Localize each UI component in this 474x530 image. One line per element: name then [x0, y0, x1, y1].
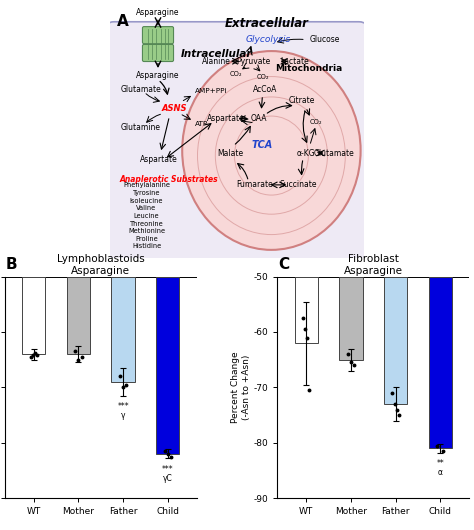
Text: Lactate: Lactate: [280, 57, 309, 66]
Bar: [339, 277, 363, 360]
Text: ***: ***: [162, 465, 173, 474]
Text: B: B: [6, 257, 18, 272]
FancyBboxPatch shape: [104, 22, 369, 267]
Text: Glycolysis: Glycolysis: [246, 35, 291, 44]
Text: Pyruvate: Pyruvate: [237, 57, 271, 66]
Text: CO₂: CO₂: [229, 71, 242, 77]
Text: α-KG: α-KG: [297, 148, 315, 157]
Text: C: C: [279, 257, 290, 272]
Text: TCA: TCA: [252, 140, 273, 151]
Text: Fumarate: Fumarate: [237, 180, 273, 189]
Text: A: A: [117, 14, 129, 29]
Ellipse shape: [182, 51, 361, 250]
Y-axis label: Percent Change
(-Asn to +Asn): Percent Change (-Asn to +Asn): [231, 351, 251, 423]
Text: ATP: ATP: [195, 121, 208, 127]
Text: Histidine: Histidine: [132, 243, 161, 250]
Text: CO₂: CO₂: [310, 119, 322, 126]
Text: AMP+PPi: AMP+PPi: [195, 87, 228, 94]
Bar: [22, 277, 46, 354]
Text: Proline: Proline: [135, 236, 158, 242]
Text: OAA: OAA: [250, 114, 267, 123]
Text: Citrate: Citrate: [289, 96, 315, 105]
Text: Glutamate: Glutamate: [121, 85, 162, 94]
Text: γ: γ: [121, 411, 125, 420]
Title: Lymphoblastoids
Asparagine: Lymphoblastoids Asparagine: [57, 254, 145, 276]
Text: Mitochondria: Mitochondria: [275, 65, 342, 74]
Bar: [156, 277, 179, 454]
Text: Intracellular: Intracellular: [181, 49, 253, 59]
Bar: [67, 277, 90, 354]
Text: Glutamate: Glutamate: [313, 148, 354, 157]
Text: Tyrosine: Tyrosine: [133, 190, 160, 196]
Text: Asparagine: Asparagine: [136, 8, 180, 17]
Text: ***: ***: [117, 402, 129, 411]
Text: Aspartate: Aspartate: [140, 155, 178, 164]
Text: Valine: Valine: [137, 205, 156, 211]
Bar: [428, 277, 452, 448]
Text: Leucine: Leucine: [134, 213, 159, 219]
Text: Glucose: Glucose: [310, 35, 340, 44]
FancyBboxPatch shape: [143, 26, 173, 43]
Text: AcCoA: AcCoA: [253, 85, 277, 94]
Text: **: **: [437, 460, 444, 469]
Text: Anaplerotic Substrates: Anaplerotic Substrates: [119, 175, 218, 184]
Text: Threonine: Threonine: [130, 220, 164, 226]
Text: Asparagine: Asparagine: [136, 71, 180, 80]
Text: Aspartate: Aspartate: [207, 114, 245, 123]
Text: Phenylalanine: Phenylalanine: [123, 182, 170, 188]
Text: Malate: Malate: [218, 148, 244, 157]
Title: Fibroblast
Asparagine: Fibroblast Asparagine: [344, 254, 403, 276]
Bar: [295, 277, 318, 343]
Bar: [111, 277, 135, 382]
Text: Methionine: Methionine: [128, 228, 165, 234]
Bar: [384, 277, 407, 404]
Text: ASNS: ASNS: [162, 104, 187, 113]
Text: Glutamine: Glutamine: [121, 123, 161, 132]
Text: CO₂: CO₂: [256, 74, 269, 79]
Text: α: α: [438, 469, 443, 478]
Text: Alanine: Alanine: [202, 57, 231, 66]
Text: Succinate: Succinate: [279, 180, 317, 189]
Text: γC: γC: [163, 474, 173, 483]
FancyBboxPatch shape: [143, 45, 173, 61]
Text: Extracellular: Extracellular: [224, 16, 308, 30]
Text: Isoleucine: Isoleucine: [130, 198, 163, 204]
